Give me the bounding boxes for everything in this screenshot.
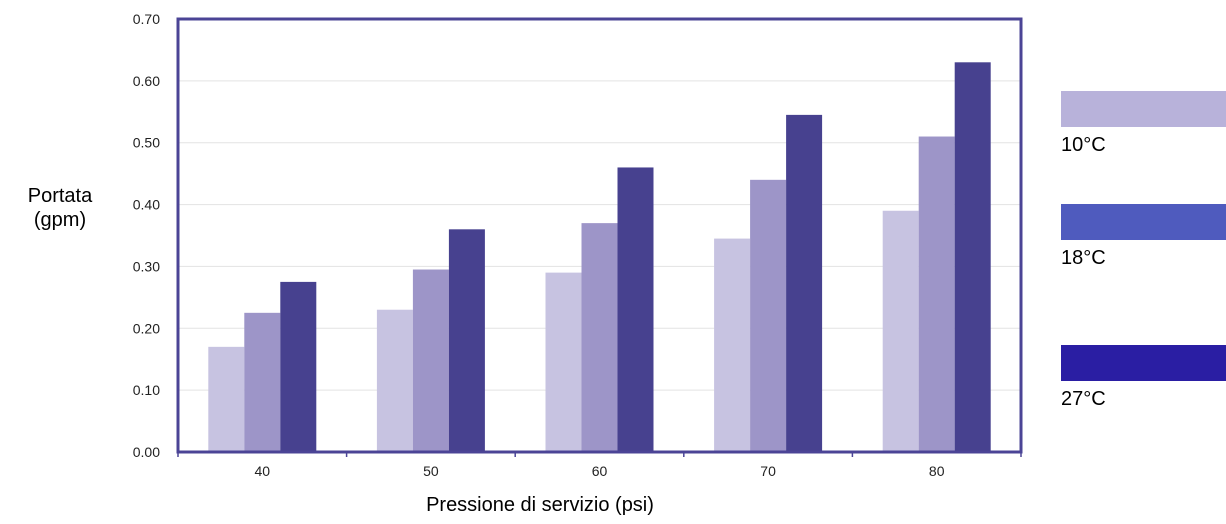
bar — [882, 210, 919, 452]
y-tick-label: 0.40 — [133, 197, 160, 213]
y-tick-label: 0.60 — [133, 73, 160, 89]
legend-swatch-27c — [1061, 345, 1226, 381]
legend-swatch-18c — [1061, 204, 1226, 240]
legend-label-27c: 27°C — [1061, 388, 1106, 410]
x-tick-label: 70 — [760, 463, 776, 479]
y-axis-label-line-1: Portata — [27, 185, 93, 207]
bar — [750, 179, 787, 453]
x-tick-label: 40 — [255, 463, 271, 479]
bar — [448, 229, 485, 452]
bar — [918, 136, 955, 452]
legend-label-10c: 10°C — [1061, 134, 1106, 156]
bar — [208, 346, 245, 452]
bar — [617, 167, 654, 452]
y-tick-label: 0.20 — [133, 320, 160, 336]
bar — [581, 223, 618, 452]
y-axis-label-line-2: (gpm) — [33, 209, 87, 231]
x-axis-label: Pressione di servizio (psi) — [426, 494, 654, 516]
y-tick-label: 0.00 — [133, 444, 160, 460]
y-tick-label: 0.70 — [133, 11, 160, 27]
bar — [714, 238, 751, 452]
y-tick-label: 0.50 — [133, 135, 160, 151]
legend-label-18c: 18°C — [1061, 247, 1106, 269]
bar — [376, 309, 413, 452]
y-tick-label: 0.10 — [133, 382, 160, 398]
bar — [412, 269, 449, 452]
x-tick-label: 50 — [423, 463, 439, 479]
legend-swatch-10c — [1061, 91, 1226, 127]
bar — [545, 272, 582, 452]
y-axis-label: Portata (gpm) — [0, 184, 120, 232]
x-tick-label: 80 — [929, 463, 945, 479]
plot-frame — [176, 17, 1023, 454]
x-tick-label: 60 — [592, 463, 608, 479]
bar — [786, 114, 823, 452]
y-tick-label: 0.30 — [133, 258, 160, 274]
bar — [280, 281, 317, 452]
bar — [244, 312, 281, 452]
bar — [954, 62, 991, 453]
